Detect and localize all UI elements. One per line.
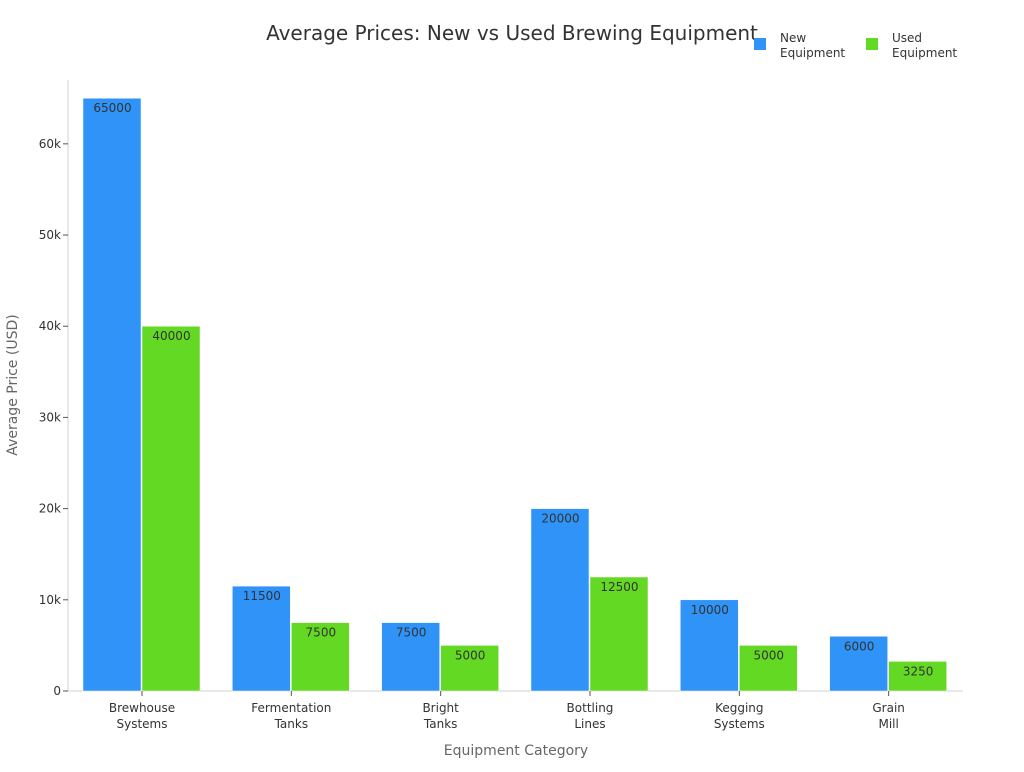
data-label: 65000 <box>93 101 131 115</box>
x-tick-label: Grain Mill <box>872 701 905 731</box>
y-tick-label: 20k <box>39 502 61 516</box>
bar-used-equipment-4 <box>739 645 798 692</box>
data-label: 11500 <box>243 589 281 603</box>
y-tick-label: 30k <box>39 410 61 424</box>
data-label: 10000 <box>691 603 729 617</box>
x-tick-label: Kegging Systems <box>714 701 765 731</box>
x-tick-label: Fermentation Tanks <box>251 701 331 731</box>
legend: New Equipment Used Equipment <box>754 31 957 60</box>
bar-used-equipment-1 <box>291 622 350 692</box>
bar-used-equipment-2 <box>440 645 499 692</box>
y-tick-label: 50k <box>39 228 61 242</box>
bar-new-equipment-1 <box>232 585 291 692</box>
data-label: 7500 <box>396 626 427 640</box>
y-tick-label: 60k <box>39 137 61 151</box>
data-label: 5000 <box>754 648 785 662</box>
data-label: 5000 <box>455 648 486 662</box>
x-axis-title: Equipment Category <box>444 743 588 759</box>
legend-label: Used Equipment <box>892 31 957 60</box>
data-label: 20000 <box>541 512 579 526</box>
y-axis-title: Average Price (USD) <box>5 314 21 455</box>
bar-new-equipment-3 <box>530 508 590 692</box>
y-tick-label: 40k <box>39 319 61 333</box>
chart-title: Average Prices: New vs Used Brewing Equi… <box>266 21 758 45</box>
data-label: 7500 <box>306 626 337 640</box>
bar-used-equipment-0 <box>141 325 201 692</box>
x-tick-label: Bottling Lines <box>567 701 614 731</box>
bar-new-equipment-5 <box>829 636 888 692</box>
data-label: 12500 <box>600 580 638 594</box>
y-tick-label: 0 <box>53 684 61 698</box>
bar-used-equipment-5 <box>888 661 947 692</box>
data-label: 6000 <box>844 639 875 653</box>
legend-label: New Equipment <box>780 31 845 60</box>
plot-area: 0 10k 20k 30k 40k 50k 60k 65000 40000 Brewhouse Sy… <box>39 80 963 731</box>
legend-swatch <box>866 38 878 50</box>
y-tick-label: 10k <box>39 593 61 607</box>
data-label: 40000 <box>152 329 190 343</box>
bar-new-equipment-0 <box>82 97 142 692</box>
x-tick-label: Bright Tanks <box>422 701 459 731</box>
bar-new-equipment-2 <box>381 622 440 692</box>
bar-used-equipment-3 <box>589 576 649 692</box>
legend-swatch <box>754 38 766 50</box>
data-label: 3250 <box>903 664 934 678</box>
x-tick-label: Brewhouse Systems <box>109 701 175 731</box>
bar-new-equipment-4 <box>680 599 739 692</box>
